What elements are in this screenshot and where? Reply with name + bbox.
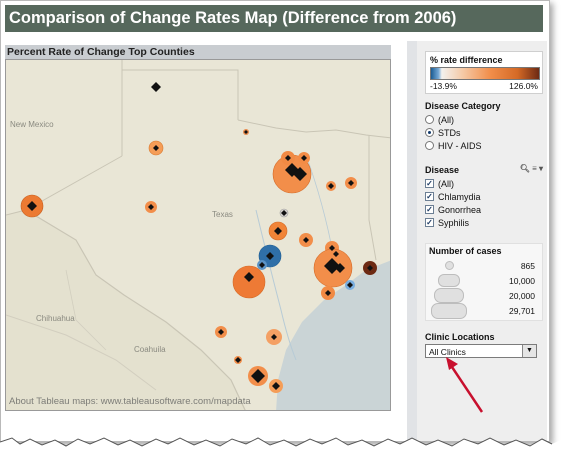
cases-legend: Number of cases 865 10,000 20,000 29,701 [425,243,543,321]
category-option-hiv-aids[interactable]: HIV - AIDS [425,139,543,152]
disease-option-gonorrhea[interactable]: ✓ Gonorrhea [425,203,543,216]
clinic-markers [27,82,373,390]
rate-legend-title: % rate difference [430,55,503,65]
cases-legend-title: Number of cases [429,246,502,256]
dashboard-frame: Comparison of Change Rates Map (Differen… [0,0,550,442]
cases-legend-box: Number of cases 865 10,000 20,000 29,701 [425,243,543,321]
disease-option-all[interactable]: ✓ (All) [425,177,543,190]
disease-category-filter: Disease Category (All) STDs HIV - AIDS [425,101,543,152]
category-label-stds: STDs [438,127,461,138]
clinic-select[interactable]: All Clinics ▼ [425,344,537,358]
category-label-all: (All) [438,114,454,125]
label-texas: Texas [212,210,233,219]
case-value-3: 20,000 [509,290,535,301]
chevron-down-icon[interactable]: ▼ [522,345,536,357]
rate-min-label: -13.9% [430,81,457,91]
cases-row-1: 865 [429,258,539,273]
clinic-filter: Clinic Locations All Clinics ▼ [425,332,543,358]
label-new-mexico: New Mexico [10,120,54,129]
map-heading: Percent Rate of Change Top Counties [5,45,391,59]
rate-legend: % rate difference -13.9% 126.0% [425,51,543,94]
checkbox-all[interactable]: ✓ [425,179,434,188]
label-chihuahua: Chihuahua [36,314,75,323]
radio-all[interactable] [425,115,434,124]
disease-label-chlamydia: Chlamydia [438,191,481,202]
cases-row-4: 29,701 [429,302,539,319]
disease-category-title: Disease Category [425,101,501,111]
case-value-2: 10,000 [509,275,535,286]
disease-label-all: (All) [438,178,454,189]
clinic-select-value: All Clinics [429,347,466,357]
case-bubble-1 [444,261,454,270]
label-coahuila: Coahuila [134,345,166,354]
case-bubble-3 [434,288,464,303]
cases-row-3: 20,000 [429,288,539,303]
list-icon[interactable]: ≡ [532,164,537,173]
radio-hiv-aids[interactable] [425,141,434,150]
checkbox-gonorrhea[interactable]: ✓ [425,205,434,214]
torn-edge [0,437,561,472]
panel-divider [407,41,417,441]
rate-legend-box: % rate difference -13.9% 126.0% [425,51,543,94]
disease-title: Disease [425,165,460,175]
category-option-all[interactable]: (All) [425,113,543,126]
checkbox-syphilis[interactable]: ✓ [425,218,434,227]
category-label-hiv-aids: HIV - AIDS [438,140,482,151]
disease-filter: Disease 🔍︎ ≡ ▾ ✓ (All) ✓ Chlamydia ✓ Gon… [425,164,543,229]
rate-max-label: 126.0% [509,81,538,91]
case-value-4: 29,701 [509,305,535,316]
map-canvas [6,60,390,410]
search-icon[interactable]: 🔍︎ [519,164,530,173]
filter-tools: 🔍︎ ≡ ▾ [520,164,543,173]
map-credit-link[interactable]: About Tableau maps: www.tableausoftware.… [9,396,251,407]
rate-gradient-bar [430,67,540,80]
case-value-1: 865 [520,260,535,271]
disease-option-syphilis[interactable]: ✓ Syphilis [425,216,543,229]
disease-title-row: Disease 🔍︎ ≡ ▾ [425,164,543,175]
dropdown-arrow-icon[interactable]: ▾ [538,164,543,173]
case-bubble-4 [431,302,467,319]
disease-label-gonorrhea: Gonorrhea [438,204,482,215]
checkbox-chlamydia[interactable]: ✓ [425,192,434,201]
texas-map[interactable]: New Mexico Texas Chihuahua Coahuila Abou… [5,59,391,411]
case-bubble-2 [438,274,460,287]
cases-row-2: 10,000 [429,273,539,288]
clinic-title: Clinic Locations [425,332,495,342]
filter-sidebar [417,41,547,441]
radio-stds[interactable] [425,128,434,137]
disease-label-syphilis: Syphilis [438,217,470,228]
disease-option-chlamydia[interactable]: ✓ Chlamydia [425,190,543,203]
annotation-arrow [446,357,484,413]
category-option-stds[interactable]: STDs [425,126,543,139]
dashboard-title: Comparison of Change Rates Map (Differen… [5,5,543,32]
